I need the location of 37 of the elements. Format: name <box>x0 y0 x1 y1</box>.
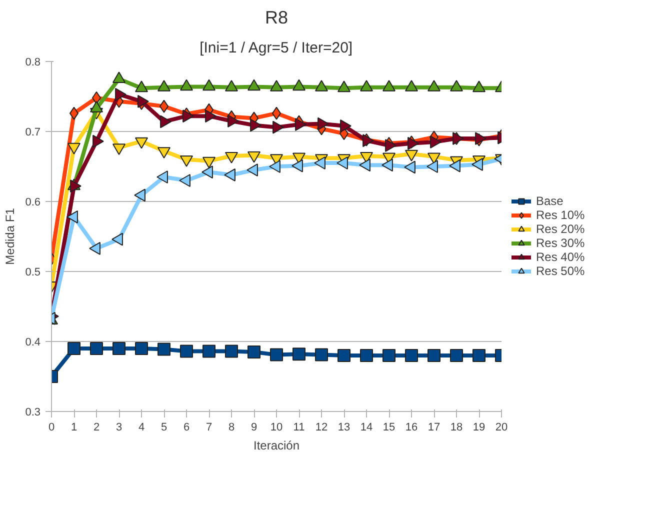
y-tick-label: 0.3 <box>25 406 41 418</box>
legend-label: Res 10% <box>536 208 585 222</box>
x-tick-label: 8 <box>228 422 235 434</box>
x-axis-title: Iteración <box>253 438 300 452</box>
x-tick-label: 18 <box>450 422 463 434</box>
x-tick-label: 9 <box>250 422 258 434</box>
y-tick-label: 0.5 <box>25 266 41 278</box>
y-tick-label: 0.7 <box>25 126 41 138</box>
x-tick-label: 13 <box>338 422 350 434</box>
x-tick-label: 11 <box>293 422 305 434</box>
y-tick-label: 0.6 <box>25 196 41 208</box>
y-tick-label: 0.8 <box>25 56 41 68</box>
x-tick-label: 17 <box>428 422 440 434</box>
x-tick-label: 0 <box>48 422 55 434</box>
x-tick-label: 7 <box>206 422 212 434</box>
x-tick-label: 12 <box>315 422 328 434</box>
chart-title: R8 <box>264 8 288 28</box>
x-tick-label: 14 <box>360 422 373 434</box>
legend-label: Res 50% <box>536 264 585 278</box>
legend-label: Res 20% <box>536 222 585 236</box>
chart-subtitle: [Ini=1 / Agr=5 / Iter=20] <box>200 40 353 56</box>
x-tick-label: 19 <box>472 422 486 434</box>
x-tick-label: 3 <box>116 422 122 434</box>
y-tick-label: 0.4 <box>25 336 41 348</box>
x-tick-label: 1 <box>70 422 78 434</box>
x-tick-label: 2 <box>93 422 100 434</box>
legend-label: Res 40% <box>536 250 585 264</box>
x-tick-label: 5 <box>160 422 168 434</box>
y-axis-title: Medida F1 <box>3 208 18 265</box>
x-tick-label: 20 <box>495 422 508 434</box>
x-tick-label: 10 <box>270 422 283 434</box>
x-tick-label: 4 <box>138 422 145 434</box>
x-tick-label: 6 <box>183 422 190 434</box>
x-tick-label: 16 <box>405 422 418 434</box>
legend-label: Res 30% <box>536 236 585 250</box>
x-tick-label: 15 <box>382 422 396 434</box>
legend-label: Base <box>536 194 564 208</box>
